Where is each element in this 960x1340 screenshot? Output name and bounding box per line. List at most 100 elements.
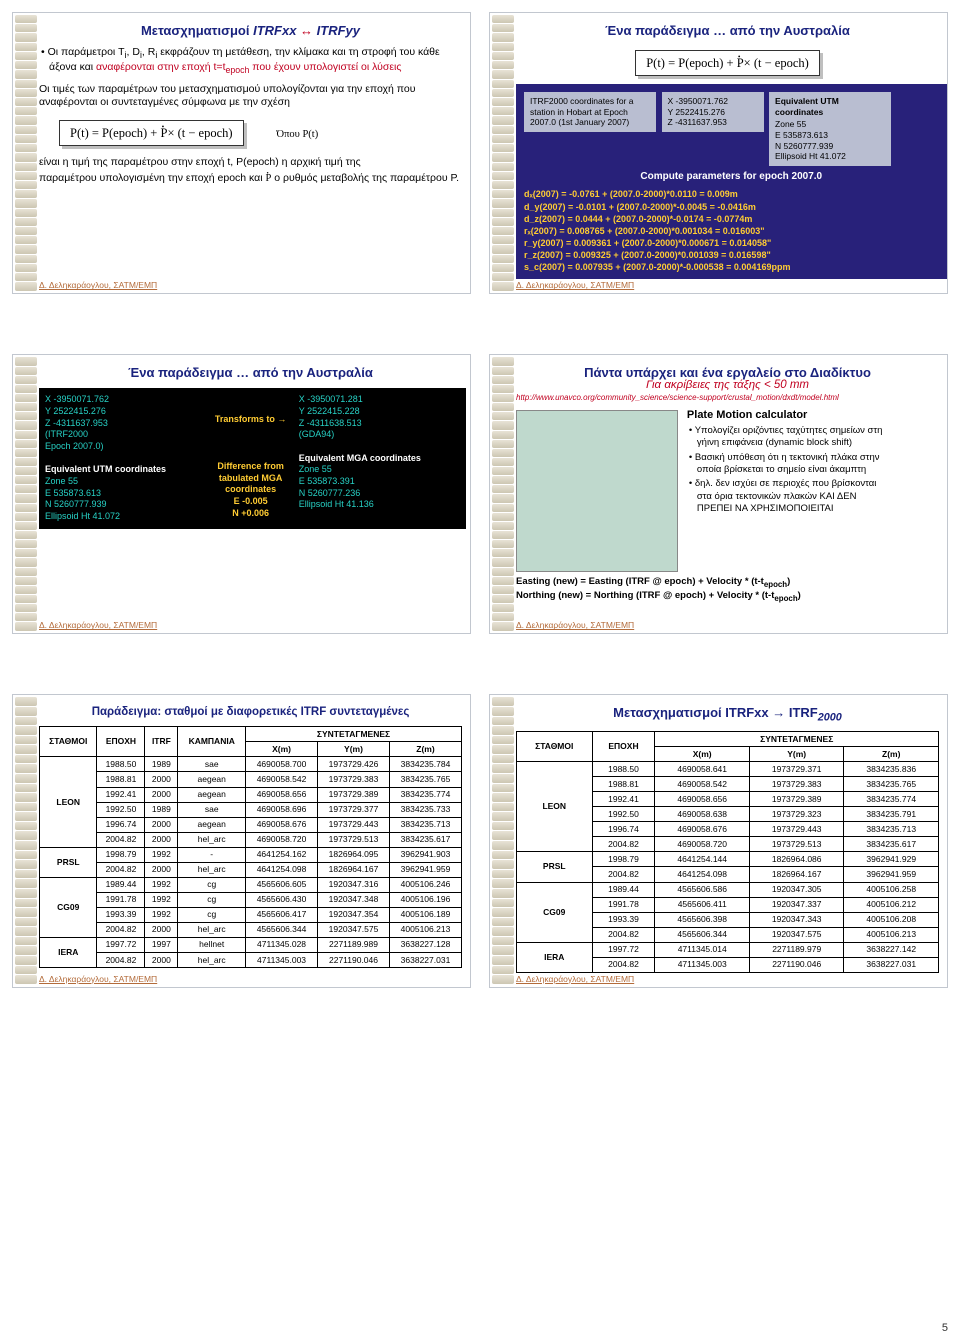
r1s: epoch xyxy=(225,65,249,75)
table-row: 1991.781992cg4565606.4301920347.34840051… xyxy=(40,892,462,907)
slide-example-australia-params: Ένα παράδειγμα … από την Αυστραλία P(t) … xyxy=(489,12,948,294)
transforms-to: Transforms to → xyxy=(205,414,296,426)
plate-motion-screenshot xyxy=(516,410,678,572)
cell: 4641254.098 xyxy=(246,862,318,877)
slide-deco xyxy=(492,697,514,984)
pm-body: Plate Motion calculator Υπολογίζει οριζό… xyxy=(516,408,939,572)
cell: 1988.50 xyxy=(97,757,145,772)
slide-plate-motion: Πάντα υπάρχει και ένα εργαλείο στο Διαδί… xyxy=(489,354,948,634)
cell: 1993.39 xyxy=(97,907,145,922)
eq-wrap: P(t) = P(epoch) + P× (t − epoch) xyxy=(516,46,939,80)
cell: 1973729.513 xyxy=(749,837,844,852)
cell: aegean xyxy=(178,787,246,802)
slide-transform-definition: Μετασχηματισμοί ITRFxx ↔ ITRFyy Οι παράμ… xyxy=(12,12,471,294)
slide-row-2: Ένα παράδειγμα … από την Αυστραλία X -39… xyxy=(12,354,948,634)
diff-lines: E -0.005N +0.006 xyxy=(205,496,296,519)
table-row: CG091989.441992cg4565606.6051920347.3164… xyxy=(40,877,462,892)
cell: 4565606.411 xyxy=(655,897,750,912)
cell: 1998.79 xyxy=(97,847,145,862)
table-row: LEON1988.504690058.6411973729.3713834235… xyxy=(517,762,939,777)
e2: Northing (new) = Northing (ITRF @ epoch)… xyxy=(516,590,774,601)
cell: 1973729.443 xyxy=(318,817,390,832)
cell: 1973729.426 xyxy=(318,757,390,772)
table-row: 1993.391992cg4565606.4171920347.35440051… xyxy=(40,907,462,922)
cell: 4711345.003 xyxy=(655,957,750,972)
cell: 1973729.389 xyxy=(318,787,390,802)
cell: 1826964.086 xyxy=(749,852,844,867)
slide-stations-multi-itrf: Παράδειγμα: σταθμοί με διαφορετικές ITRF… xyxy=(12,694,471,987)
station-label: CG09 xyxy=(517,882,593,942)
cell: 3638227.142 xyxy=(844,942,939,957)
red-part: αναφέρονται στην εποχή t=tepoch που έχου… xyxy=(96,61,401,73)
col-coord-group: ΣΥΝΤΕΤΑΓΜΕΝΕΣ xyxy=(246,727,462,742)
table-row: 2004.822000hel_arc4690058.7201973729.513… xyxy=(40,832,462,847)
p3a: παραμέτρου υπολογισμένη την εποχή epoch … xyxy=(39,172,266,184)
col-x: X(m) xyxy=(246,742,318,757)
cell: 4690058.720 xyxy=(246,832,318,847)
cell: 4565606.430 xyxy=(246,892,318,907)
cell: 4641254.144 xyxy=(655,852,750,867)
cell: 1973729.323 xyxy=(749,807,844,822)
cell: hel_arc xyxy=(178,922,246,937)
cell: 1920347.575 xyxy=(749,927,844,942)
slide1-bullet1: Οι παράμετροι Ti, Di, Ri εκφράζουν τη με… xyxy=(39,46,462,77)
slide-deco xyxy=(15,357,37,631)
utm-title: Equivalent UTM coordinates xyxy=(775,96,885,117)
slide2-bluebox: ITRF2000 coordinates for a station in Ho… xyxy=(516,84,947,279)
hr1: ΣΤΑΘΜΟΙ ΕΠΟΧΗ ΣΥΝΤΕΤΑΓΜΕΝΕΣ xyxy=(517,732,939,747)
cell: 4005106.213 xyxy=(389,922,461,937)
cell: 4565606.605 xyxy=(246,877,318,892)
slide-deco xyxy=(492,15,514,291)
cell: 4711345.014 xyxy=(655,942,750,957)
slide-deco xyxy=(15,697,37,984)
slide-row-1: Μετασχηματισμοί ITRFxx ↔ ITRFyy Οι παράμ… xyxy=(12,12,948,294)
cell: 1992 xyxy=(145,877,178,892)
cell: 4690058.656 xyxy=(655,792,750,807)
cell: 1991.78 xyxy=(97,892,145,907)
cell: 4565606.344 xyxy=(246,922,318,937)
eq-intro: Όπου P(t) xyxy=(276,129,318,140)
cell: 1988.50 xyxy=(592,762,655,777)
cell: hel_arc xyxy=(178,832,246,847)
cell: 4690058.676 xyxy=(246,817,318,832)
station-label: LEON xyxy=(517,762,593,852)
slide1-para1: Οι τιμές των παραμέτρων του μετασχηματισ… xyxy=(39,83,462,110)
cell: 1973729.513 xyxy=(318,832,390,847)
es: epoch xyxy=(764,579,787,588)
cell: 4690058.720 xyxy=(655,837,750,852)
slide-stations-itrf2000: Μετασχηματισμοί ITRFxx → ITRF2000 ΣΤΑΘΜΟ… xyxy=(489,694,948,987)
cell: 1973729.443 xyxy=(749,822,844,837)
cell: 3962941.959 xyxy=(844,867,939,882)
cell: 1996.74 xyxy=(592,822,655,837)
cell: sae xyxy=(178,802,246,817)
diff-title: Difference from tabulated MGA coordinate… xyxy=(205,461,296,496)
cell: 1973729.383 xyxy=(749,777,844,792)
slide-footer: Δ. Δεληκαράογλου, ΣΑΤΜ/ΕΜΠ xyxy=(516,974,634,985)
cell: - xyxy=(178,847,246,862)
cell: 1826964.167 xyxy=(749,867,844,882)
ec: ) xyxy=(787,576,790,587)
cell: 3962941.903 xyxy=(389,847,461,862)
slide6-table: ΣΤΑΘΜΟΙ ΕΠΟΧΗ ΣΥΝΤΕΤΑΓΜΕΝΕΣ X(m) Y(m) Z(… xyxy=(516,731,939,973)
cell: 4690058.542 xyxy=(655,777,750,792)
cell: aegean xyxy=(178,772,246,787)
left-col: X -3950071.762Y 2522415.276Z -4311637.95… xyxy=(45,394,203,523)
cell: 1992.41 xyxy=(592,792,655,807)
pm-title: Plate Motion calculator xyxy=(687,408,887,422)
cell: 2004.82 xyxy=(97,953,145,968)
cell: 1992 xyxy=(145,847,178,862)
pm-bullets: Υπολογίζει οριζόντιες ταχύτητες σημείων … xyxy=(687,425,887,515)
slide3-title: Ένα παράδειγμα … από την Αυστραλία xyxy=(39,365,462,382)
cell: 4690058.656 xyxy=(246,787,318,802)
cell: 2271189.989 xyxy=(318,937,390,952)
left-lines: X -3950071.762Y 2522415.276Z -4311637.95… xyxy=(45,394,203,452)
cell: 3834235.733 xyxy=(389,802,461,817)
cell: 1973729.383 xyxy=(318,772,390,787)
title-to: ITRFyy xyxy=(317,23,360,38)
cell: 1826964.095 xyxy=(318,847,390,862)
cell: 1997 xyxy=(145,937,178,952)
cell: hellnet xyxy=(178,937,246,952)
col-z: Z(m) xyxy=(844,747,939,762)
cell: 1920347.575 xyxy=(318,922,390,937)
col-y: Y(m) xyxy=(749,747,844,762)
